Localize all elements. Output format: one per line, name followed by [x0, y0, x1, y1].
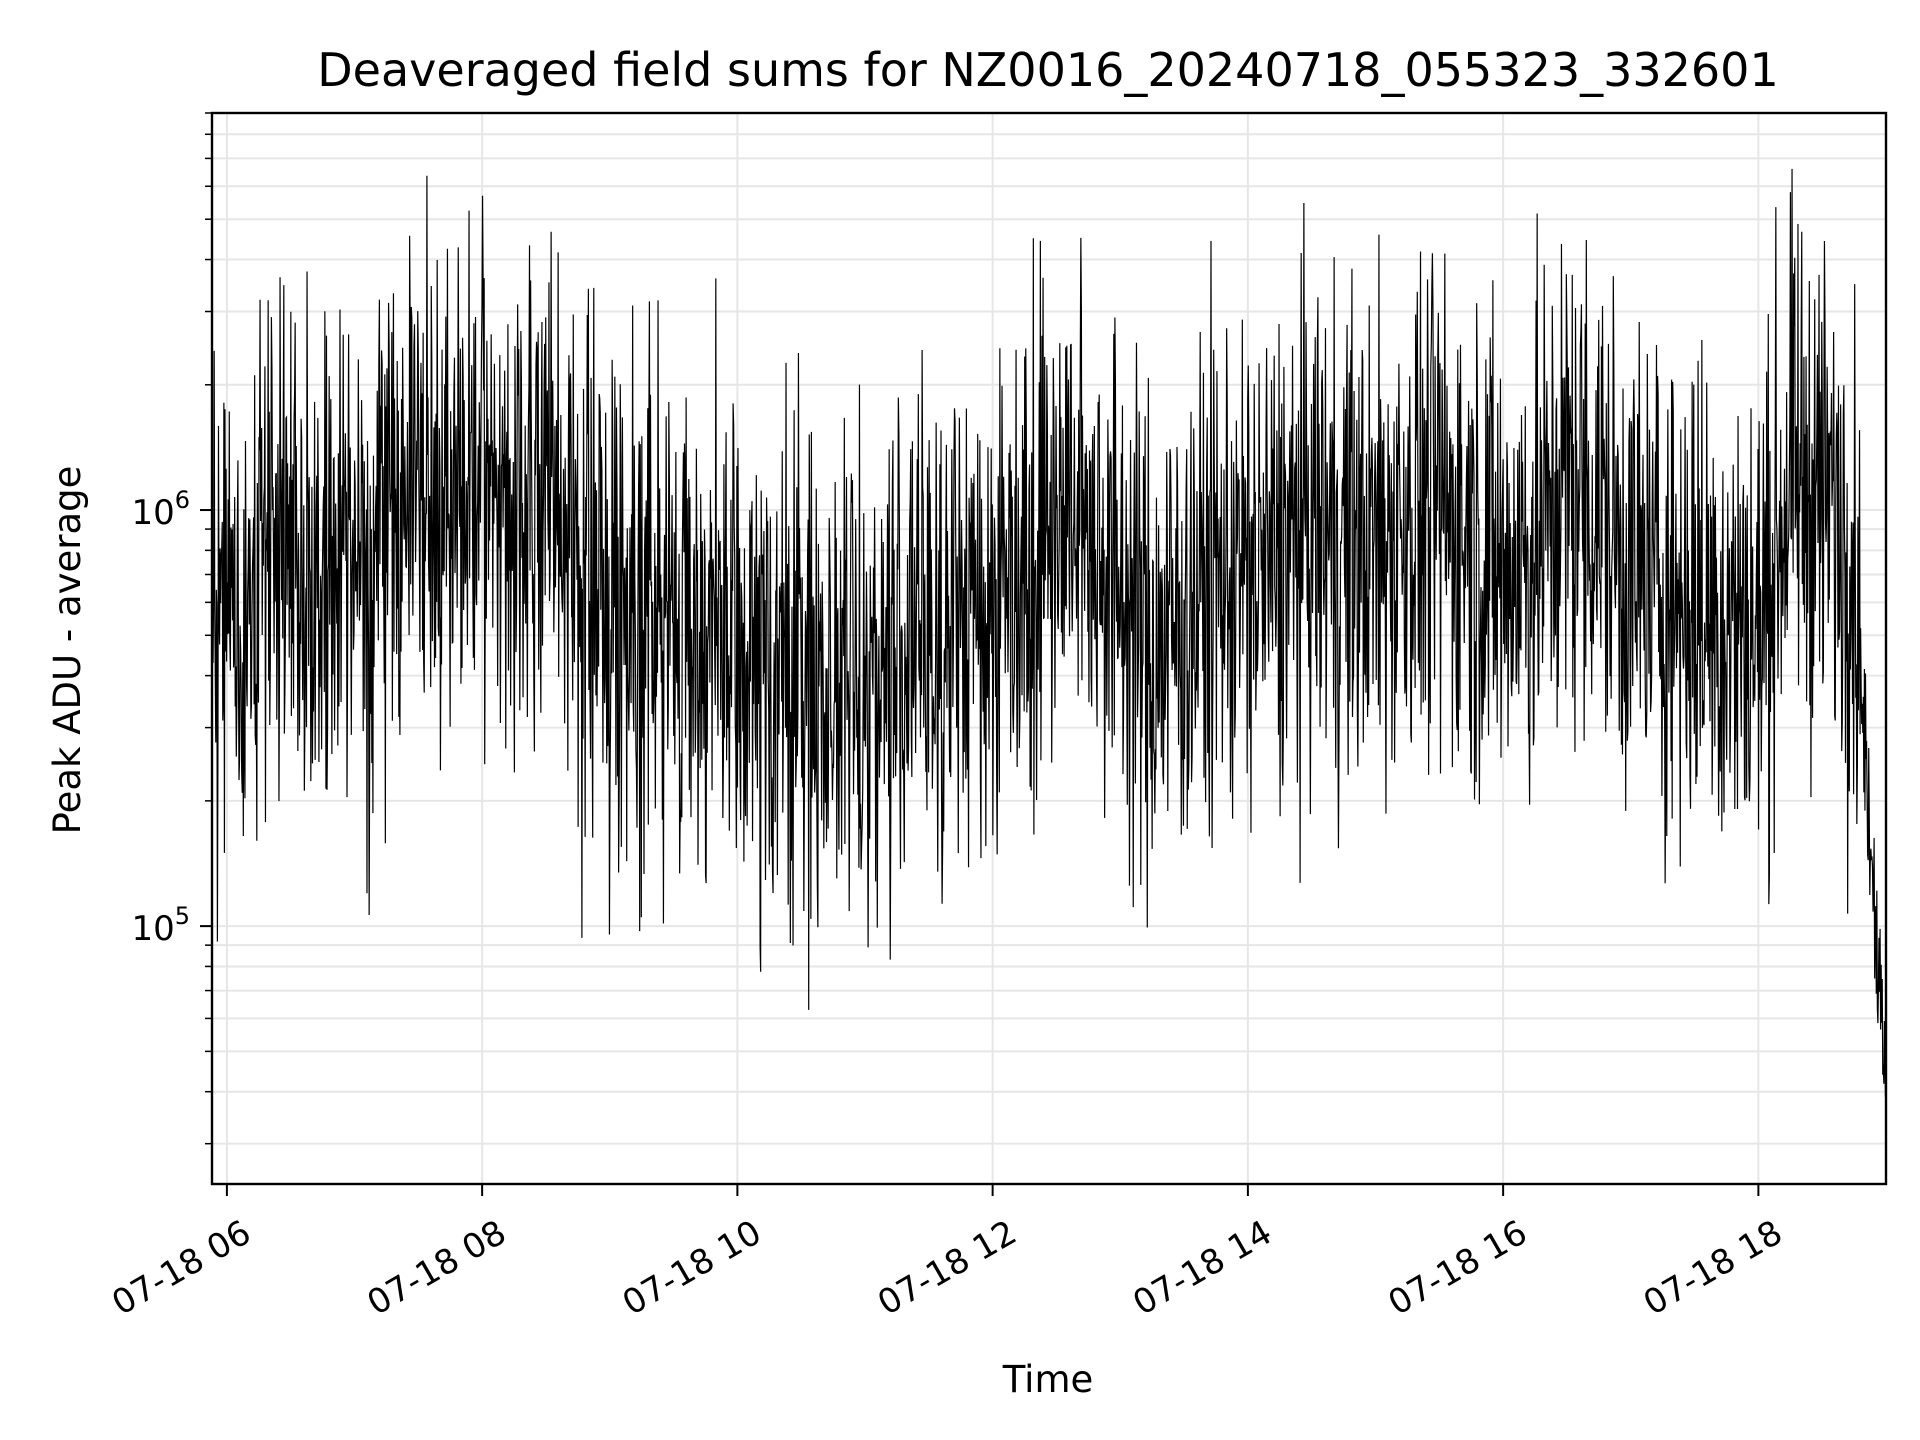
plot-area [211, 168, 1887, 1097]
grid-lines [212, 112, 1886, 1184]
chart-title: Deaveraged field sums for NZ0016_2024071… [317, 43, 1778, 97]
y-tick-exponent: 5 [175, 902, 190, 930]
y-tick-base: 10 [131, 493, 174, 533]
axes-frame [210, 111, 1888, 1186]
y-tick-base: 10 [131, 909, 174, 949]
x-tick-label: 07-18 08 [361, 1213, 513, 1324]
x-tick-label: 07-18 14 [1126, 1213, 1278, 1324]
x-tick-label: 07-18 12 [871, 1213, 1023, 1324]
x-tick-label: 07-18 10 [616, 1213, 768, 1324]
x-tick-label: 07-18 16 [1382, 1213, 1534, 1324]
y-tick-exponent: 6 [175, 486, 190, 514]
series-line [211, 168, 1887, 1097]
y-axis-title: Peak ADU - average [46, 466, 89, 835]
x-axis-title: Time [1002, 1358, 1094, 1401]
y-tick-label: 106 [131, 486, 190, 533]
x-tick-label: 07-18 18 [1637, 1213, 1789, 1324]
y-tick-label: 105 [131, 902, 190, 949]
x-tick-label: 07-18 06 [105, 1213, 257, 1324]
